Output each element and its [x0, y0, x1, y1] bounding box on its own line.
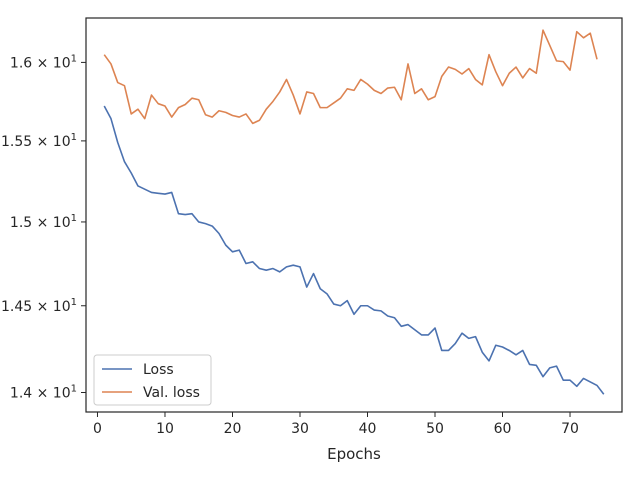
x-tick-label: 0: [93, 421, 102, 437]
x-axis-label: Epochs: [327, 445, 381, 463]
y-tick-label: 1.55 × 101: [1, 132, 77, 150]
x-tick-label: 60: [494, 421, 512, 437]
x-tick-label: 30: [291, 421, 309, 437]
plot-frame: [85, 17, 623, 413]
y-tick-label: 1.45 × 101: [1, 297, 77, 315]
val-loss-series-line: [103, 29, 598, 125]
y-axis: 1.4 × 101 1.45 × 101 1.5 × 101 1.55 × 101 1.…: [1, 53, 86, 402]
legend-entry-val-loss: Val. loss: [143, 385, 200, 401]
series-layer: [103, 29, 605, 395]
x-tick-label: 10: [156, 421, 174, 437]
legend: Loss Val. loss: [93, 354, 212, 406]
legend-entry-loss: Loss: [143, 362, 174, 378]
x-tick-label: 50: [426, 421, 444, 437]
x-tick-label: 70: [561, 421, 579, 437]
x-tick-label: 40: [359, 421, 377, 437]
x-axis: 0 10 20 30 40 50 60 70: [93, 412, 579, 437]
y-tick-label: 1.5 × 101: [10, 213, 77, 231]
y-tick-label: 1.6 × 101: [10, 53, 77, 71]
loss-series-line: [103, 105, 605, 395]
x-tick-label: 20: [224, 421, 242, 437]
y-tick-label: 1.4 × 101: [10, 384, 77, 402]
